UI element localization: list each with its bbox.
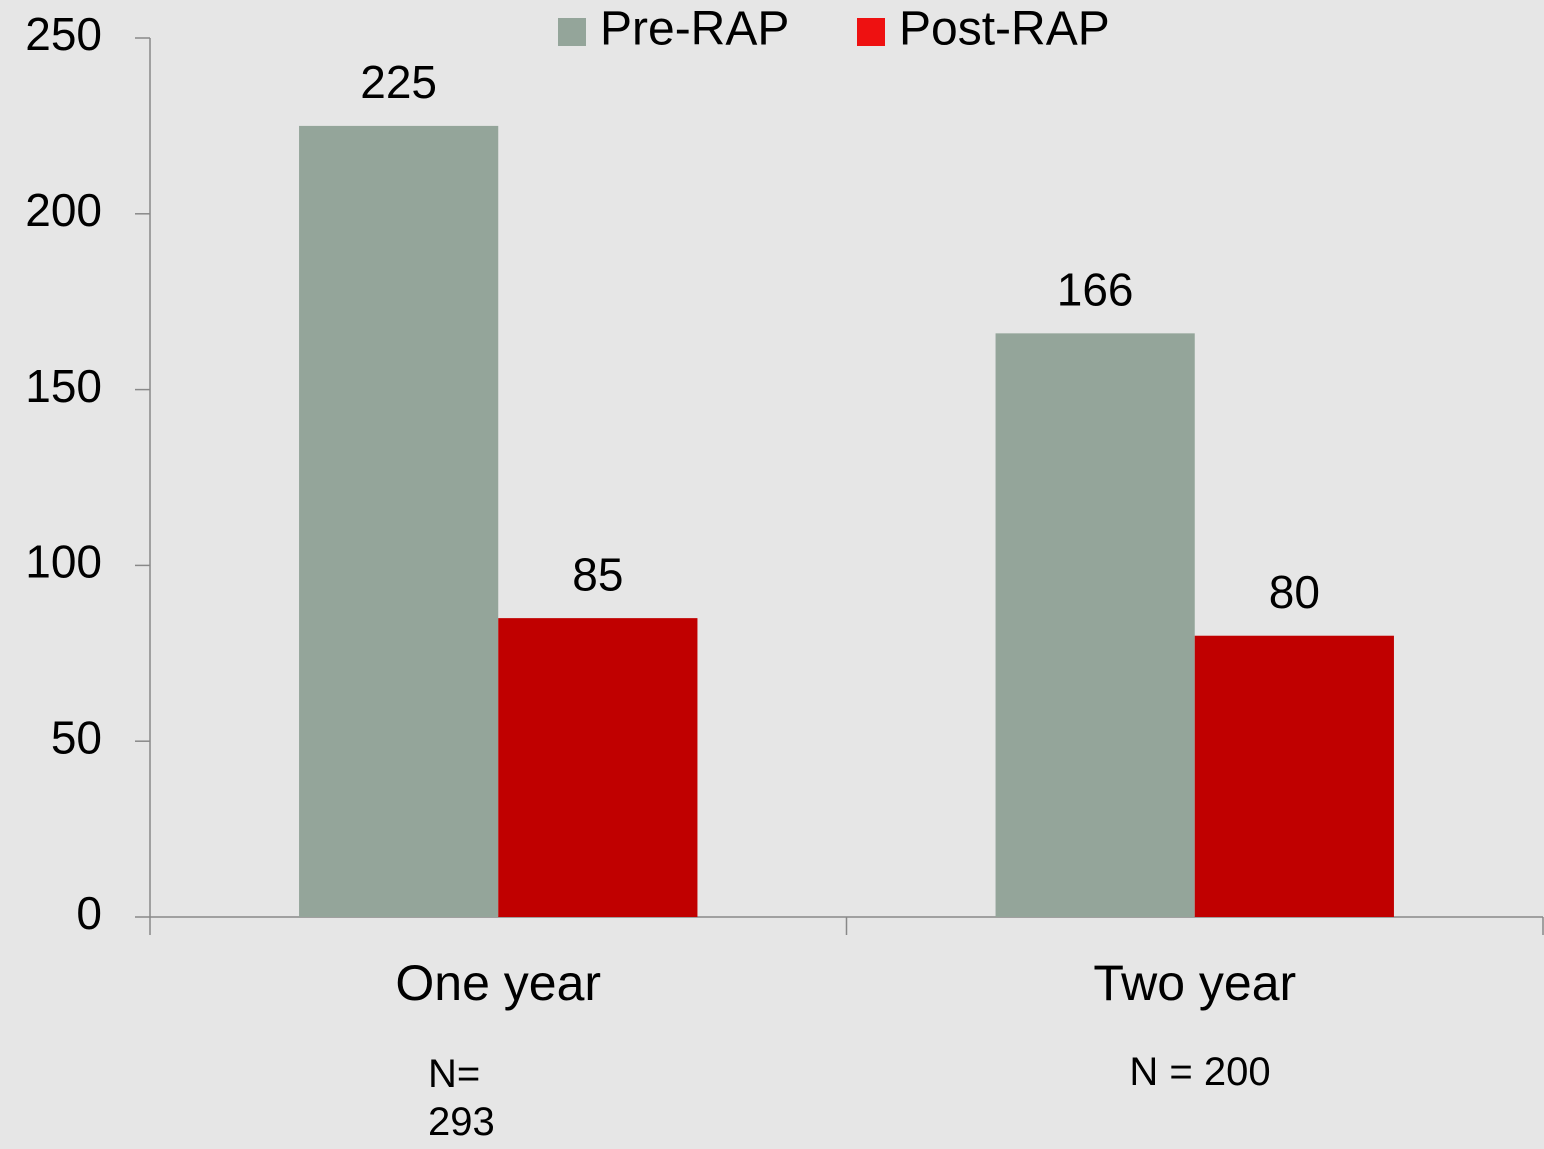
y-tick-label: 150 [25,360,102,412]
data-label: 166 [1057,264,1134,316]
data-label: 85 [572,548,623,600]
bar [995,333,1195,917]
annotation: N = 200 [1129,1050,1271,1094]
x-tick-label: Two year [1093,955,1296,1011]
bar [1194,635,1394,917]
annotation: N= 293 [428,1052,495,1144]
y-tick-label: 50 [51,711,102,763]
data-label: 80 [1269,566,1320,618]
y-tick-label: 250 [25,8,102,60]
bar [498,618,698,917]
y-tick-label: 200 [25,184,102,236]
x-tick-label: One year [395,955,601,1011]
legend-swatch [857,18,885,46]
y-tick-label: 0 [76,887,102,939]
y-tick-label: 100 [25,536,102,588]
data-label: 225 [360,56,437,108]
legend-label: Post-RAP [899,3,1110,56]
legend-swatch [558,18,586,46]
legend-label: Pre-RAP [600,3,789,56]
bar [299,125,499,917]
